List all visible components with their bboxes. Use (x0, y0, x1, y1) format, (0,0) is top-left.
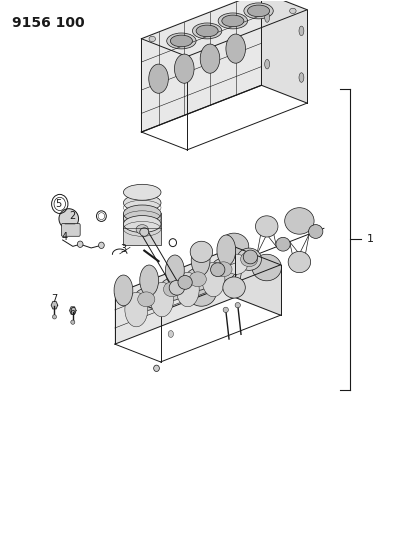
Text: 7: 7 (51, 294, 58, 304)
FancyBboxPatch shape (123, 214, 161, 245)
Ellipse shape (192, 23, 222, 39)
Ellipse shape (299, 26, 304, 36)
Ellipse shape (243, 250, 258, 264)
Ellipse shape (178, 276, 192, 289)
Ellipse shape (123, 205, 161, 222)
Ellipse shape (123, 195, 161, 212)
Ellipse shape (256, 216, 278, 237)
Ellipse shape (223, 307, 229, 312)
Ellipse shape (252, 254, 282, 281)
Ellipse shape (140, 265, 159, 296)
Ellipse shape (168, 330, 173, 337)
Ellipse shape (166, 255, 184, 286)
Ellipse shape (215, 262, 232, 277)
Ellipse shape (202, 262, 225, 297)
Text: 1: 1 (367, 234, 374, 244)
Text: 9156 100: 9156 100 (12, 16, 84, 30)
Ellipse shape (265, 59, 270, 69)
Ellipse shape (299, 73, 304, 82)
Polygon shape (141, 0, 261, 132)
Ellipse shape (210, 263, 225, 277)
Ellipse shape (150, 282, 173, 317)
Ellipse shape (237, 248, 261, 270)
Ellipse shape (53, 315, 56, 319)
Text: 4: 4 (62, 232, 68, 243)
Ellipse shape (290, 8, 296, 13)
Text: 5: 5 (55, 199, 62, 209)
Ellipse shape (225, 254, 247, 274)
Ellipse shape (169, 280, 185, 295)
Ellipse shape (138, 292, 155, 307)
Ellipse shape (187, 280, 216, 306)
Ellipse shape (136, 224, 148, 234)
Polygon shape (69, 307, 76, 314)
Ellipse shape (125, 292, 148, 327)
Text: 2: 2 (70, 211, 76, 221)
Ellipse shape (137, 217, 143, 225)
Ellipse shape (123, 184, 161, 200)
Ellipse shape (217, 235, 236, 266)
Ellipse shape (196, 25, 218, 37)
Ellipse shape (99, 242, 104, 248)
Ellipse shape (123, 216, 161, 232)
Ellipse shape (134, 288, 159, 310)
Ellipse shape (223, 277, 245, 298)
Polygon shape (115, 247, 281, 312)
Ellipse shape (164, 282, 180, 297)
Ellipse shape (265, 13, 270, 22)
Ellipse shape (244, 3, 273, 19)
Ellipse shape (174, 274, 196, 294)
Polygon shape (235, 247, 281, 315)
Ellipse shape (211, 258, 236, 280)
Text: 6: 6 (70, 306, 76, 317)
Ellipse shape (149, 36, 155, 42)
Ellipse shape (218, 13, 247, 29)
Ellipse shape (189, 272, 206, 287)
Ellipse shape (247, 5, 270, 17)
Ellipse shape (167, 33, 196, 49)
Ellipse shape (200, 44, 220, 73)
Ellipse shape (149, 64, 169, 93)
Ellipse shape (276, 237, 290, 251)
Ellipse shape (71, 320, 75, 324)
Ellipse shape (222, 15, 244, 27)
Polygon shape (115, 247, 235, 344)
Polygon shape (141, 0, 307, 56)
Ellipse shape (309, 224, 323, 238)
Ellipse shape (288, 252, 311, 273)
FancyBboxPatch shape (61, 223, 80, 236)
Ellipse shape (285, 208, 314, 234)
Ellipse shape (176, 272, 199, 307)
Ellipse shape (226, 34, 245, 63)
Ellipse shape (190, 241, 212, 262)
Polygon shape (261, 0, 307, 103)
Ellipse shape (140, 228, 149, 236)
Polygon shape (51, 302, 58, 309)
Ellipse shape (160, 278, 184, 301)
Ellipse shape (154, 365, 159, 372)
Ellipse shape (59, 209, 79, 229)
Ellipse shape (185, 268, 210, 290)
Ellipse shape (199, 264, 222, 284)
Ellipse shape (191, 245, 210, 276)
Ellipse shape (235, 303, 240, 308)
Text: 3: 3 (121, 244, 127, 254)
Ellipse shape (114, 275, 133, 306)
Ellipse shape (171, 35, 192, 47)
Ellipse shape (219, 233, 249, 260)
Ellipse shape (77, 241, 83, 247)
Ellipse shape (148, 284, 171, 304)
Ellipse shape (240, 252, 258, 266)
Ellipse shape (175, 54, 194, 83)
